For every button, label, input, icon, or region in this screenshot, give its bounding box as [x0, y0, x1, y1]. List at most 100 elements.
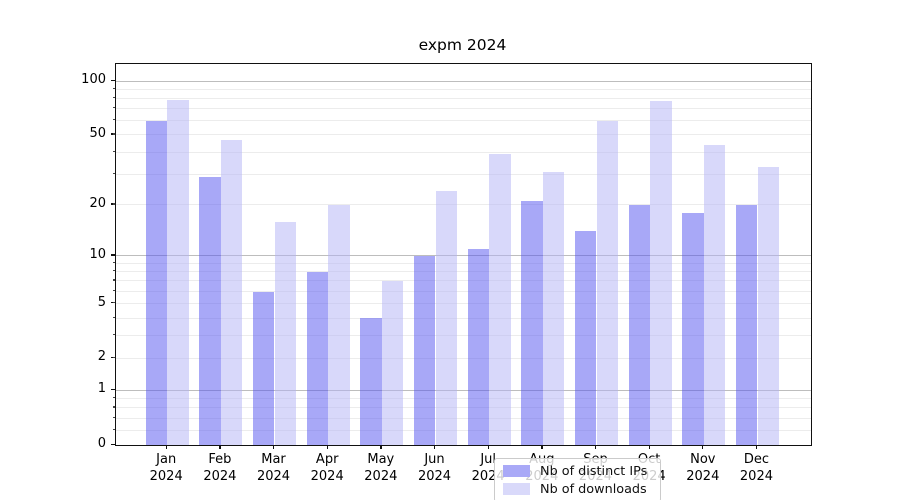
x-tick-label-may: May 2024: [364, 452, 398, 484]
gridline: [116, 120, 811, 122]
bar-distinct-ips-dec: [735, 204, 758, 445]
bar-distinct-ips-sep: [574, 231, 597, 445]
legend-label: Nb of downloads: [540, 481, 647, 497]
legend-item-distinct-ips: Nb of distinct IPs: [503, 463, 652, 479]
y-minor-tick-mark: [112, 133, 115, 135]
bar-distinct-ips-aug: [521, 201, 543, 445]
x-tick-mark: [594, 445, 597, 449]
y-minor-tick-mark: [112, 87, 115, 89]
y-tick-label: 5: [97, 294, 106, 310]
gridline: [116, 262, 811, 264]
y-tick-mark: [111, 388, 115, 391]
y-minor-tick-mark: [112, 172, 115, 174]
gridline: [116, 204, 811, 206]
x-tick-label-apr: Apr 2024: [310, 452, 344, 484]
bar-downloads-dec: [757, 166, 780, 445]
gridline: [116, 389, 811, 391]
y-minor-tick-mark: [112, 316, 115, 318]
bar-distinct-ips-jan: [145, 120, 167, 445]
bar-distinct-ips-jun: [413, 255, 436, 445]
bar-downloads-sep: [596, 120, 619, 445]
x-tick-mark: [380, 445, 382, 449]
y-minor-tick-mark: [112, 150, 115, 152]
y-minor-tick-mark: [112, 203, 115, 205]
bar-downloads-aug: [543, 171, 565, 445]
bar-distinct-ips-oct: [628, 204, 650, 445]
y-tick-mark: [111, 443, 115, 445]
bar-downloads-jul: [489, 154, 511, 445]
gridline: [116, 317, 811, 319]
bar-downloads-oct: [650, 101, 672, 445]
y-minor-tick-mark: [112, 290, 115, 292]
gridline: [116, 303, 811, 305]
y-minor-tick-mark: [112, 119, 115, 121]
x-tick-mark: [755, 445, 758, 449]
x-tick-label-feb: Feb 2024: [203, 452, 237, 484]
y-tick-mark: [111, 79, 115, 81]
bar-distinct-ips-feb: [199, 176, 221, 445]
x-tick-mark: [219, 445, 221, 449]
bar-distinct-ips-apr: [306, 271, 328, 445]
y-tick-label: 2: [97, 349, 106, 365]
y-minor-tick-mark: [112, 429, 115, 431]
y-minor-tick-mark: [112, 302, 115, 304]
gridline: [116, 88, 811, 90]
bar-downloads-jan: [167, 100, 189, 445]
bar-downloads-nov: [704, 144, 726, 445]
x-tick-mark: [702, 445, 704, 449]
x-tick-label-dec: Dec 2024: [739, 452, 773, 484]
gridline: [116, 255, 811, 257]
bar-distinct-ips-may: [360, 318, 382, 445]
x-tick-mark: [434, 445, 436, 449]
bar-distinct-ips-jul: [467, 249, 489, 445]
legend-swatch-downloads-icon: [503, 483, 530, 495]
legend-label: Nb of distinct IPs: [540, 463, 648, 479]
gridline: [116, 335, 811, 337]
legend-item-downloads: Nb of downloads: [503, 481, 652, 497]
bar-distinct-ips-nov: [682, 212, 704, 445]
y-minor-tick-mark: [112, 107, 115, 109]
bar-downloads-feb: [221, 139, 243, 445]
gridline: [116, 430, 811, 432]
x-tick-label-jun: Jun 2024: [417, 452, 452, 484]
legend-swatch-distinct-ips-icon: [503, 465, 530, 477]
x-tick-label-mar: Mar 2024: [256, 452, 291, 484]
y-tick-label: 1: [97, 381, 106, 397]
y-tick-label: 100: [81, 72, 106, 87]
x-tick-label-jan: Jan 2024: [149, 452, 183, 484]
y-minor-tick-mark: [112, 334, 115, 336]
plot-area: Nb of distinct IPs Nb of downloads: [115, 63, 812, 500]
y-tick-label: 20: [89, 195, 106, 211]
bar-downloads-jun: [435, 191, 458, 445]
y-minor-tick-mark: [112, 261, 115, 264]
y-tick-label: 10: [89, 246, 106, 262]
gridline: [116, 97, 811, 99]
gridline: [116, 417, 811, 419]
gridline: [116, 357, 811, 359]
x-tick-label-nov: Nov 2024: [686, 452, 720, 484]
gridline: [116, 280, 811, 282]
y-minor-tick-mark: [112, 397, 115, 399]
x-tick-mark: [541, 445, 543, 449]
y-minor-tick-mark: [112, 406, 115, 408]
y-tick-label: 0: [97, 436, 106, 451]
bar-distinct-ips-mar: [252, 291, 275, 445]
gridline: [116, 173, 811, 175]
legend: Nb of distinct IPs Nb of downloads: [494, 458, 661, 500]
y-minor-tick-mark: [112, 270, 115, 272]
gridline: [116, 398, 811, 400]
y-minor-tick-mark: [112, 416, 115, 419]
x-tick-mark: [648, 445, 650, 449]
gridline: [116, 134, 811, 136]
y-minor-tick-mark: [112, 356, 115, 359]
y-minor-tick-mark: [112, 96, 115, 99]
gridline: [116, 407, 811, 409]
y-tick-label: 50: [89, 125, 106, 141]
gridline: [116, 80, 811, 82]
gridline: [116, 271, 811, 273]
gridline: [116, 291, 811, 293]
x-tick-mark: [487, 445, 489, 449]
gridline: [116, 151, 811, 153]
x-tick-mark: [165, 445, 167, 449]
